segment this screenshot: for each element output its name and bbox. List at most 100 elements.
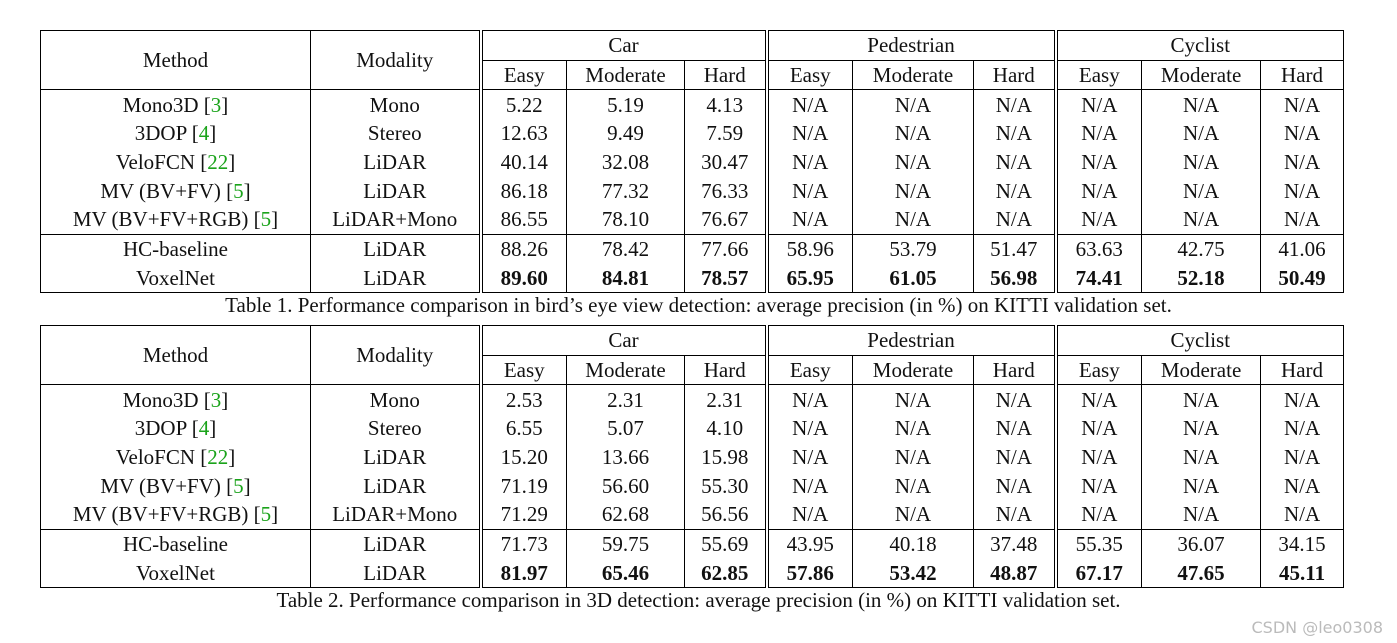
value-cell: N/A bbox=[852, 147, 975, 177]
data-row: VeloFCN [22] LiDAR 15.20 13.66 15.98 N/A N/A N/… bbox=[40, 442, 1344, 472]
value-cell: 4.10 bbox=[684, 414, 769, 443]
modality-cell: LiDAR bbox=[310, 528, 483, 559]
value-cell: 15.98 bbox=[684, 442, 769, 472]
value-cell: 15.20 bbox=[480, 442, 567, 472]
value-cell: 52.18 bbox=[1141, 263, 1262, 293]
value-cell: 67.17 bbox=[1055, 558, 1143, 588]
method-cell: Mono3D [3] bbox=[40, 384, 311, 415]
modality-cell: LiDAR bbox=[310, 233, 483, 264]
data-row: VoxelNet LiDAR 89.60 84.81 78.57 65.95 61.05 56… bbox=[40, 263, 1344, 293]
value-cell: N/A bbox=[1283, 121, 1321, 146]
caption: Table 1. Performance comparison in bird’… bbox=[225, 293, 1172, 318]
value-cell: N/A bbox=[1141, 89, 1262, 120]
data-row: Mono3D [3] Mono 2.53 2.31 2.31 N/A N/A N/A N/A N/… bbox=[40, 384, 1344, 415]
value-cell: 89.60 bbox=[480, 263, 567, 293]
value-cell: N/A bbox=[1283, 178, 1321, 203]
header-cell: Modality bbox=[310, 325, 483, 386]
value-cell: N/A bbox=[1141, 414, 1262, 443]
value-cell: N/A bbox=[1283, 416, 1321, 441]
column-header: Easy bbox=[1055, 355, 1143, 386]
value-cell: N/A bbox=[973, 384, 1058, 415]
value-cell: 47.65 bbox=[1141, 558, 1262, 588]
value-cell: N/A bbox=[766, 384, 854, 415]
value-cell: 61.05 bbox=[852, 263, 975, 293]
citation: 4 bbox=[198, 121, 210, 146]
modality-cell: Mono bbox=[310, 384, 483, 415]
value-cell: 42.75 bbox=[1141, 233, 1262, 264]
value-cell: N/A bbox=[1283, 445, 1321, 470]
value-cell: 12.63 bbox=[480, 119, 567, 148]
citation: 22 bbox=[207, 445, 229, 470]
value-cell: N/A bbox=[1283, 150, 1321, 175]
value-cell: 36.07 bbox=[1141, 528, 1262, 559]
value-cell: 45.11 bbox=[1279, 560, 1326, 585]
value-cell: N/A bbox=[1283, 473, 1321, 498]
method-cell: VoxelNet bbox=[40, 263, 311, 293]
value-cell: 57.86 bbox=[766, 558, 854, 588]
modality-cell: Stereo bbox=[310, 119, 483, 148]
value-cell: N/A bbox=[1055, 500, 1143, 530]
value-cell: 78.42 bbox=[566, 233, 685, 264]
value-cell: N/A bbox=[852, 384, 975, 415]
value-cell: 56.60 bbox=[566, 471, 685, 501]
value-cell: N/A bbox=[852, 442, 975, 472]
value-cell: N/A bbox=[766, 205, 854, 235]
value-cell: 55.30 bbox=[684, 471, 769, 501]
value-cell: N/A bbox=[852, 205, 975, 235]
data-row: HC-baseline LiDAR 88.26 78.42 77.66 58.96 53.7… bbox=[40, 233, 1344, 264]
value-cell: N/A bbox=[1055, 205, 1143, 235]
value-cell: 40.14 bbox=[480, 147, 567, 177]
table-block: Method Modality Car Pedestrian Cyclist Easy Mo… bbox=[40, 30, 1345, 317]
value-cell: 34.15 bbox=[1260, 528, 1344, 559]
value-cell: N/A bbox=[1055, 119, 1143, 148]
value-cell: 63.63 bbox=[1055, 233, 1143, 264]
citation: 5 bbox=[233, 473, 244, 498]
group-header: Cyclist bbox=[1055, 30, 1344, 61]
value-cell: N/A bbox=[1055, 89, 1143, 120]
caption: Table 2. Performance comparison in 3D de… bbox=[276, 588, 1121, 613]
value-cell: N/A bbox=[852, 176, 975, 206]
value-cell: N/A bbox=[1141, 205, 1262, 235]
value-cell: 55.69 bbox=[684, 528, 769, 559]
citation: 3 bbox=[210, 92, 222, 117]
data-row: 3DOP [4] Stereo 6.55 5.07 4.10 N/A N/A N/A N/A N/… bbox=[40, 414, 1344, 443]
value-cell: 40.18 bbox=[852, 528, 975, 559]
method-cell: MV (BV+FV+RGB) [5] bbox=[40, 205, 311, 235]
citation: 5 bbox=[260, 207, 272, 232]
header-row: Method Modality Car Pedestrian Cyclist bbox=[40, 325, 1344, 386]
value-cell: 2.31 bbox=[566, 384, 685, 415]
value-cell: 84.81 bbox=[566, 263, 685, 293]
value-cell: 76.67 bbox=[684, 205, 769, 235]
citation: 5 bbox=[233, 178, 244, 203]
modality-cell: LiDAR bbox=[310, 176, 483, 206]
value-cell: N/A bbox=[1141, 176, 1262, 206]
value-cell: 41.06 bbox=[1260, 233, 1344, 264]
value-cell: N/A bbox=[852, 119, 975, 148]
value-cell: N/A bbox=[1141, 442, 1262, 472]
column-header: Hard bbox=[973, 355, 1058, 386]
value-cell: 53.42 bbox=[852, 558, 975, 588]
value-cell: N/A bbox=[973, 500, 1058, 530]
value-cell: 2.53 bbox=[480, 384, 567, 415]
group-header: Pedestrian bbox=[766, 30, 1058, 61]
value-cell: N/A bbox=[1283, 92, 1321, 117]
value-cell: N/A bbox=[1055, 442, 1143, 472]
value-cell: N/A bbox=[766, 442, 854, 472]
watermark: CSDN @leo0308 bbox=[1251, 618, 1384, 637]
value-cell: 88.26 bbox=[480, 233, 567, 264]
value-cell: N/A bbox=[1055, 471, 1143, 501]
header-cell: Method bbox=[40, 30, 311, 91]
group-header: Pedestrian bbox=[766, 325, 1058, 356]
value-cell: N/A bbox=[852, 414, 975, 443]
method-cell: Mono3D [3] bbox=[40, 89, 311, 120]
citation: 4 bbox=[198, 416, 210, 441]
column-header: Moderate bbox=[852, 355, 975, 386]
value-cell: N/A bbox=[973, 176, 1058, 206]
modality-cell: LiDAR bbox=[310, 147, 483, 177]
value-cell: N/A bbox=[852, 89, 975, 120]
value-cell: 86.55 bbox=[480, 205, 567, 235]
value-cell: 62.85 bbox=[684, 558, 769, 588]
modality-cell: Mono bbox=[310, 89, 483, 120]
value-cell: N/A bbox=[1283, 502, 1321, 527]
value-cell: N/A bbox=[973, 205, 1058, 235]
